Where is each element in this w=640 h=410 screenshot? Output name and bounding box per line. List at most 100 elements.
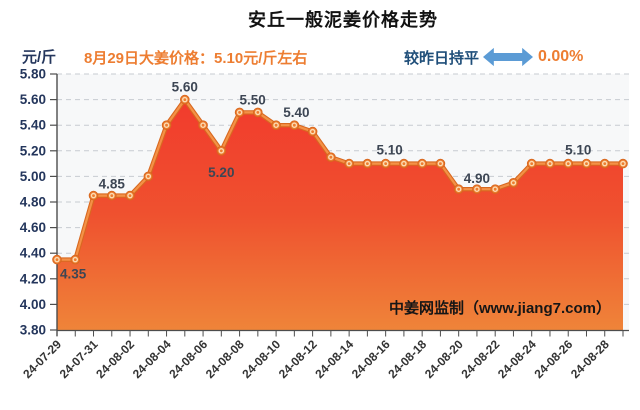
data-point-marker (70, 254, 81, 265)
data-point-marker-ring (72, 256, 79, 263)
data-point-marker (253, 107, 263, 118)
x-tick-label: 24-08-10 (239, 337, 283, 381)
watermark-text: 中姜网监制（www.jiang7.com） (389, 299, 611, 317)
data-point-marker-ring (236, 109, 243, 116)
flat-trend-double-arrow-icon (483, 47, 534, 67)
data-point-marker (125, 190, 135, 201)
data-point (161, 120, 172, 130)
data-point-marker-ring (273, 122, 279, 128)
data-point (380, 158, 391, 169)
x-tick-label-group: 24-08-24 (495, 337, 539, 381)
data-point (545, 158, 555, 169)
data-point (399, 158, 409, 169)
data-point (362, 158, 373, 169)
status-percent: 0.00% (538, 48, 584, 65)
data-point-marker-ring (492, 186, 498, 192)
data-point (563, 158, 574, 169)
data-point-marker-ring (601, 160, 608, 167)
data-point (180, 94, 190, 105)
data-point-marker (435, 158, 446, 169)
x-tick-label-group: 24-08-04 (130, 337, 174, 381)
x-tick-label-group: 24-08-18 (385, 337, 429, 381)
data-point-marker (362, 158, 373, 169)
x-tick-label: 24-07-31 (57, 337, 101, 381)
x-tick-label-group: 24-08-10 (239, 337, 283, 381)
y-tick-label: 4.00 (20, 297, 46, 312)
data-point-marker-ring (565, 160, 572, 167)
data-point-marker (599, 158, 610, 169)
data-point (143, 171, 154, 182)
data-point-marker-ring (291, 122, 298, 128)
data-point-marker-ring (182, 96, 188, 103)
x-tick-label-group: 24-08-02 (93, 337, 137, 381)
data-point-marker-ring (401, 160, 407, 167)
data-point-marker (526, 158, 537, 169)
x-tick-label: 24-07-29 (20, 337, 64, 381)
data-point-marker (508, 178, 519, 188)
x-tick-label: 24-08-20 (422, 337, 466, 381)
y-tick-label: 4.40 (20, 246, 46, 261)
data-point-marker-ring (583, 160, 590, 167)
data-point-marker-ring (474, 186, 480, 192)
data-point-marker-ring (108, 192, 115, 199)
data-point (253, 107, 263, 118)
x-tick-label: 24-08-06 (166, 337, 210, 381)
data-point (435, 158, 446, 169)
day-change-status: 较昨日持平 0.00% (404, 43, 583, 71)
data-point (326, 152, 336, 162)
data-point-marker (545, 158, 555, 169)
data-point (599, 158, 610, 169)
data-point-marker (216, 146, 227, 156)
data-point-marker-ring (455, 186, 462, 192)
data-point-marker (307, 126, 318, 137)
data-point (618, 158, 628, 169)
data-point-marker-ring (200, 122, 206, 128)
y-tick-label: 5.60 (20, 92, 46, 107)
x-tick-label-group: 24-07-31 (57, 337, 101, 381)
data-point-marker (180, 94, 190, 105)
x-tick-label-group: 24-08-06 (166, 337, 210, 381)
x-tick-label: 24-08-26 (531, 337, 575, 381)
data-point-marker (88, 190, 99, 201)
y-tick-label: 4.60 (20, 220, 46, 235)
data-point (526, 158, 537, 169)
data-point-marker (326, 152, 336, 162)
data-point-marker-ring (364, 160, 371, 167)
data-point-marker (271, 120, 281, 130)
data-point-marker-ring (382, 160, 389, 167)
data-point-marker-ring (218, 147, 225, 154)
data-point (271, 120, 281, 130)
x-tick-label: 24-08-16 (349, 337, 393, 381)
data-point-marker (618, 158, 628, 169)
data-point-marker (380, 158, 391, 169)
data-point (417, 158, 427, 169)
data-point-marker-ring (54, 256, 60, 263)
x-tick-label-group: 24-08-12 (276, 337, 320, 381)
data-point-marker (344, 158, 354, 169)
x-tick-label: 24-08-24 (495, 337, 539, 381)
x-tick-label: 24-08-08 (203, 337, 247, 381)
data-point (88, 190, 99, 201)
data-point-marker (490, 184, 500, 194)
data-point-marker-ring (419, 160, 425, 167)
double-arrow-shape (483, 47, 534, 67)
data-point (216, 146, 227, 156)
point-value-label: 5.50 (239, 92, 265, 107)
point-value-label: 5.10 (565, 143, 591, 158)
data-point (453, 184, 464, 194)
y-axis-unit-label: 元/斤 (22, 49, 57, 66)
data-point-marker-ring (145, 173, 152, 180)
data-point-marker-ring (437, 160, 444, 167)
data-point-marker (161, 120, 172, 130)
point-value-label: 5.40 (283, 105, 309, 120)
x-tick-label: 24-08-14 (312, 337, 356, 381)
y-tick-label: 5.40 (20, 118, 46, 133)
price-subtitle: 8月29日大姜价格：5.10元/斤左右 (84, 50, 308, 67)
x-tick-label-group: 24-08-20 (422, 337, 466, 381)
x-tick-label-group: 24-08-08 (203, 337, 247, 381)
data-point-marker (399, 158, 409, 169)
data-point (581, 158, 592, 169)
point-value-label: 4.90 (464, 171, 490, 186)
point-value-label: 4.35 (60, 267, 87, 282)
